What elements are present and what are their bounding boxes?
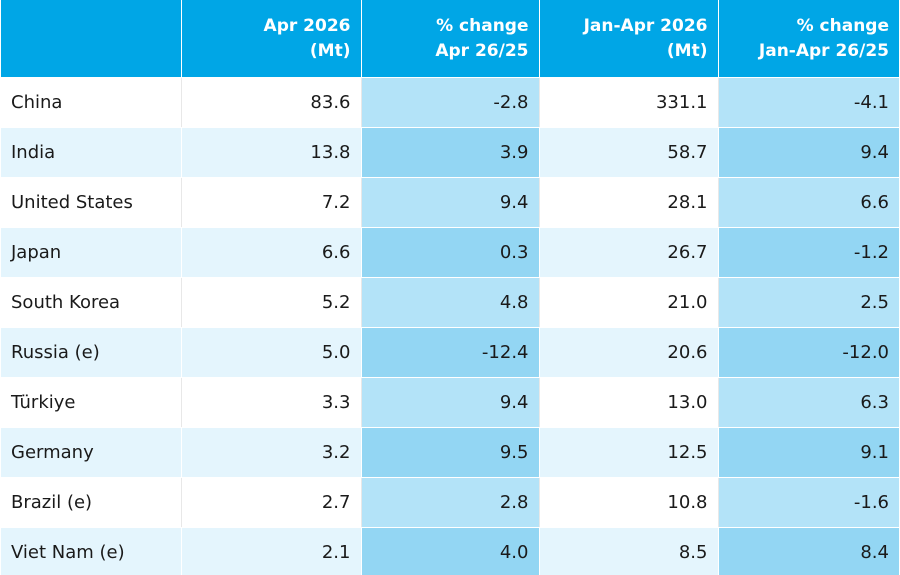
table-row: Japan 6.6 0.3 26.7 -1.2	[1, 227, 899, 278]
apr-2026-cell: 5.0	[181, 327, 362, 378]
jan-apr-change-cell: -1.6	[718, 477, 899, 528]
header-apr-2026-line2: (Mt)	[309, 40, 351, 61]
apr-2026-cell: 3.3	[181, 377, 362, 428]
jan-apr-2026-cell: 21.0	[539, 277, 719, 328]
table-row: United States 7.2 9.4 28.1 6.6	[1, 177, 899, 228]
header-apr-2026-line1: Apr 2026	[263, 15, 351, 36]
header-apr-change-line2: Apr 26/25	[435, 40, 529, 61]
jan-apr-2026-cell: 12.5	[539, 427, 719, 478]
country-cell: Japan	[1, 227, 182, 278]
apr-change-cell: 9.5	[361, 427, 540, 478]
apr-2026-cell: 13.8	[181, 127, 362, 178]
table-row: Brazil (e) 2.7 2.8 10.8 -1.6	[1, 477, 899, 528]
apr-change-cell: -2.8	[361, 77, 540, 128]
jan-apr-change-cell: -4.1	[718, 77, 899, 128]
apr-2026-cell: 2.7	[181, 477, 362, 528]
apr-2026-cell: 5.2	[181, 277, 362, 328]
jan-apr-change-cell: -12.0	[718, 327, 899, 378]
header-jan-apr-2026: Jan-Apr 2026 (Mt)	[539, 0, 719, 78]
apr-change-cell: 2.8	[361, 477, 540, 528]
jan-apr-change-cell: 9.4	[718, 127, 899, 178]
table-header: Apr 2026 (Mt) % change Apr 26/25 Jan-Apr…	[1, 0, 899, 78]
apr-change-cell: 3.9	[361, 127, 540, 178]
table-row: Germany 3.2 9.5 12.5 9.1	[1, 427, 899, 478]
jan-apr-2026-cell: 8.5	[539, 527, 719, 575]
country-cell: Türkiye	[1, 377, 182, 428]
jan-apr-2026-cell: 26.7	[539, 227, 719, 278]
country-cell: China	[1, 77, 182, 128]
table-body: China 83.6 -2.8 331.1 -4.1 India 13.8 3.9 58.7 9.…	[1, 77, 899, 575]
header-apr-2026: Apr 2026 (Mt)	[181, 0, 362, 78]
table-row: India 13.8 3.9 58.7 9.4	[1, 127, 899, 178]
country-cell: India	[1, 127, 182, 178]
header-apr-change: % change Apr 26/25	[361, 0, 540, 78]
apr-change-cell: 9.4	[361, 377, 540, 428]
jan-apr-change-cell: 6.6	[718, 177, 899, 228]
apr-change-cell: 4.0	[361, 527, 540, 575]
country-cell: Viet Nam (e)	[1, 527, 182, 575]
table-row: China 83.6 -2.8 331.1 -4.1	[1, 77, 899, 128]
header-jan-apr-2026-line1: Jan-Apr 2026	[583, 15, 708, 36]
country-cell: Russia (e)	[1, 327, 182, 378]
apr-change-cell: 0.3	[361, 227, 540, 278]
header-jan-apr-change: % change Jan-Apr 26/25	[718, 0, 899, 78]
apr-change-cell: -12.4	[361, 327, 540, 378]
jan-apr-change-cell: 6.3	[718, 377, 899, 428]
jan-apr-2026-cell: 20.6	[539, 327, 719, 378]
apr-change-cell: 9.4	[361, 177, 540, 228]
header-jan-apr-change-line1: % change	[796, 15, 889, 36]
jan-apr-2026-cell: 58.7	[539, 127, 719, 178]
jan-apr-2026-cell: 10.8	[539, 477, 719, 528]
header-row: Apr 2026 (Mt) % change Apr 26/25 Jan-Apr…	[1, 0, 899, 78]
apr-2026-cell: 83.6	[181, 77, 362, 128]
jan-apr-change-cell: 9.1	[718, 427, 899, 478]
country-cell: United States	[1, 177, 182, 228]
apr-change-cell: 4.8	[361, 277, 540, 328]
jan-apr-2026-cell: 331.1	[539, 77, 719, 128]
table-row: Russia (e) 5.0 -12.4 20.6 -12.0	[1, 327, 899, 378]
country-cell: Brazil (e)	[1, 477, 182, 528]
jan-apr-change-cell: -1.2	[718, 227, 899, 278]
country-cell: South Korea	[1, 277, 182, 328]
jan-apr-change-cell: 8.4	[718, 527, 899, 575]
header-jan-apr-2026-line2: (Mt)	[666, 40, 708, 61]
header-jan-apr-change-line2: Jan-Apr 26/25	[758, 40, 889, 61]
jan-apr-2026-cell: 13.0	[539, 377, 719, 428]
header-country	[1, 0, 182, 78]
country-cell: Germany	[1, 427, 182, 478]
header-apr-change-line1: % change	[436, 15, 529, 36]
table-row: South Korea 5.2 4.8 21.0 2.5	[1, 277, 899, 328]
apr-2026-cell: 3.2	[181, 427, 362, 478]
apr-2026-cell: 2.1	[181, 527, 362, 575]
jan-apr-change-cell: 2.5	[718, 277, 899, 328]
jan-apr-2026-cell: 28.1	[539, 177, 719, 228]
apr-2026-cell: 7.2	[181, 177, 362, 228]
apr-2026-cell: 6.6	[181, 227, 362, 278]
table-row: Türkiye 3.3 9.4 13.0 6.3	[1, 377, 899, 428]
table-row: Viet Nam (e) 2.1 4.0 8.5 8.4	[1, 527, 899, 575]
